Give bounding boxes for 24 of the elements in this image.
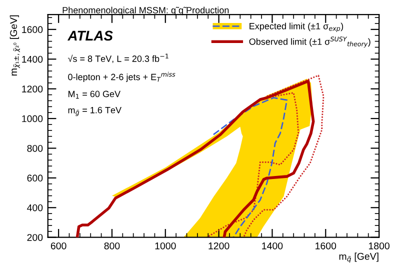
- legend-label: Expected limit (±1 σ$_{exp}$): [250, 22, 344, 32]
- x-tick-label: 1200: [208, 242, 230, 250]
- x-tick-label: 800: [104, 242, 120, 250]
- y-tick-label: 1000: [22, 115, 43, 122]
- y-tick-label: 200: [27, 234, 43, 241]
- y-tick-label: 600: [27, 174, 43, 182]
- y-tick-label: 1600: [22, 26, 43, 34]
- y-tick-label: 1200: [22, 86, 43, 92]
- y-tick-label: 1400: [22, 56, 43, 63]
- annotation: m$_{g̃}$ = 1.6 TeV: [68, 106, 122, 116]
- y-tick-label: 800: [27, 144, 43, 152]
- y-axis-title: m$_{χ̃₁±,χ̃₂⁰}$ [GeV]: [10, 15, 20, 76]
- x-axis-title: m$_{q̃}$ [GeV]: [339, 252, 378, 263]
- y-tick-label: 400: [27, 204, 43, 212]
- x-tick-label: 1400: [262, 242, 283, 250]
- annotation: M$_{1}$ = 60 GeV: [68, 90, 120, 99]
- legend-label: Observed limit (±1 σ$^{SUSY}$$_{theory}$): [249, 36, 370, 48]
- x-tick-label: 1000: [155, 242, 176, 250]
- annotation: √s = 8 TeV, L = 20.3 fb$^{−1}$: [68, 54, 168, 63]
- annotation: 0-lepton + 2-6 jets + E$_{T}$$^{miss}$: [68, 72, 176, 82]
- x-tick-label: 1800: [368, 242, 390, 250]
- x-tick-label: 600: [50, 242, 66, 250]
- x-tick-label: 1600: [316, 242, 336, 250]
- annotation: ATLAS: [67, 30, 113, 41]
